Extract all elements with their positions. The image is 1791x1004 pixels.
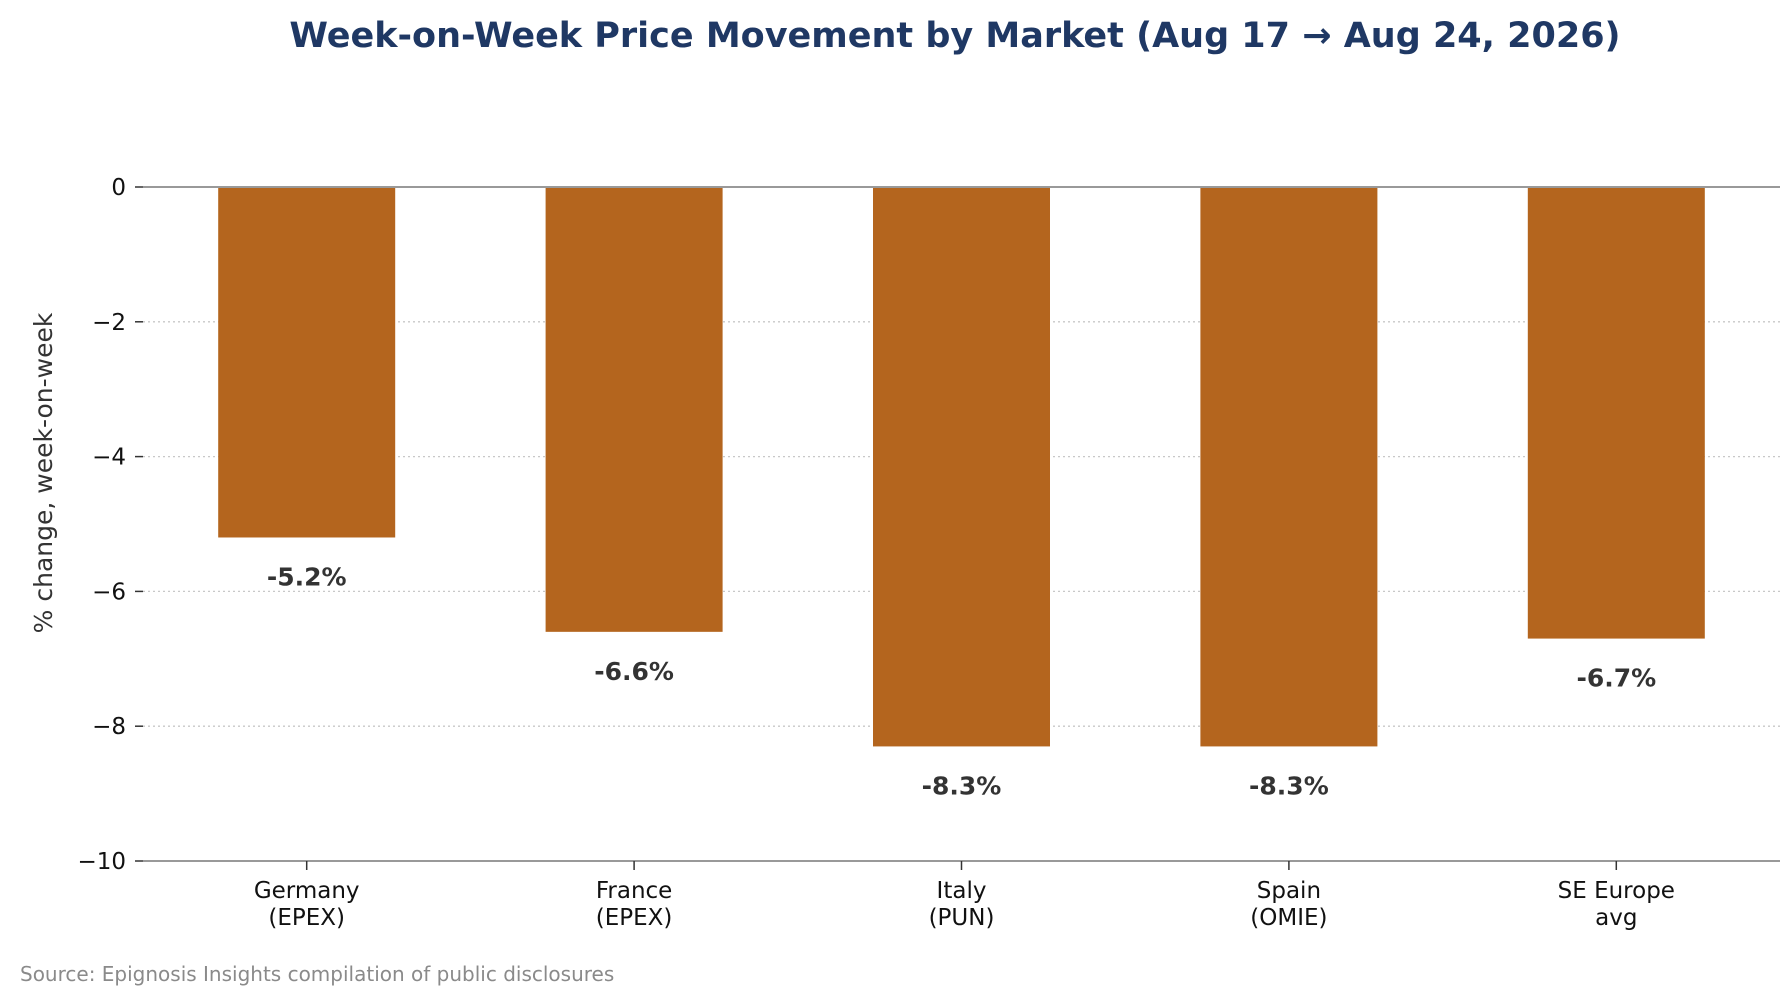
bar (1527, 187, 1705, 639)
data-label: -8.3% (1249, 771, 1329, 800)
bar (873, 187, 1050, 747)
category-label: Spain (OMIE) (1250, 878, 1327, 931)
bars (218, 187, 1705, 747)
y-tick-label: 0 (111, 175, 126, 201)
category-label: Germany (EPEX) (254, 878, 360, 931)
source-note: Source: Epignosis Insights compilation o… (20, 962, 614, 986)
labels: Germany (EPEX) France (EPEX) Italy (PUN) Spain… (254, 562, 1675, 931)
y-tick-label: −2 (92, 310, 126, 336)
axes: 0 −2 −4 −6 −8 −10 (77, 175, 1780, 875)
y-tick-label: −8 (92, 714, 126, 740)
y-axis-title: % change, week-on-week (29, 312, 58, 633)
category-label: SE Europe avg (1558, 878, 1675, 931)
y-tick-label: −10 (77, 849, 126, 875)
bar (545, 187, 723, 632)
data-label: -8.3% (922, 771, 1002, 800)
category-label: Italy (PUN) (929, 878, 995, 931)
data-label: -6.6% (594, 657, 674, 686)
bar (1200, 187, 1378, 747)
y-tick-label: −4 (92, 445, 126, 471)
y-tick-label: −6 (92, 579, 126, 605)
category-label: France (EPEX) (596, 878, 673, 931)
bar (218, 187, 396, 538)
data-label: -6.7% (1576, 664, 1656, 693)
chart-title: Week-on-Week Price Movement by Market (A… (289, 16, 1620, 56)
data-label: -5.2% (267, 562, 347, 591)
